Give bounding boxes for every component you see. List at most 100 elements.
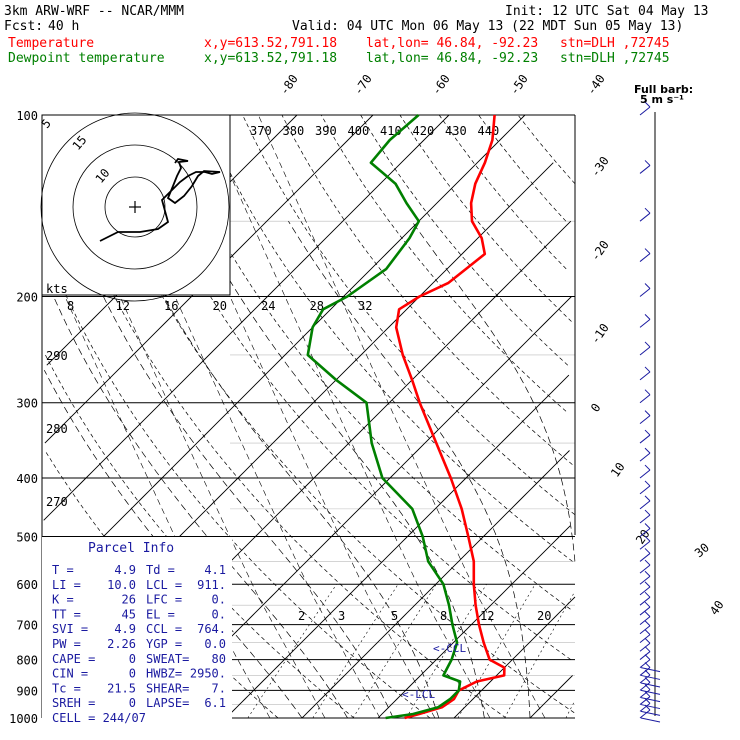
wind-barb-flag bbox=[644, 429, 651, 436]
theta-e-line bbox=[148, 114, 436, 719]
wind-barb bbox=[639, 288, 651, 297]
mixing-ratio-label: 12 bbox=[480, 609, 494, 623]
parcel-cell-text: 2.26 bbox=[107, 637, 136, 651]
parcel-cell-text: LFC = bbox=[146, 593, 182, 607]
dry-adiabat bbox=[44, 450, 279, 719]
wind-barb-flag bbox=[644, 523, 651, 529]
parcel-cell-text: PW = bbox=[52, 637, 81, 651]
dry-adiabat bbox=[163, 114, 571, 610]
parcel-cell-text: 0. bbox=[212, 593, 226, 607]
parcel-cell-text: 80 bbox=[212, 652, 226, 666]
legend-dewpoint-latlon: lat,lon= 46.84, -92.23 bbox=[366, 51, 539, 66]
wind-barb bbox=[640, 717, 661, 723]
wind-barb-flag bbox=[644, 314, 651, 320]
pressure-tick-label: 300 bbox=[16, 397, 38, 411]
forecast-hour: 40 h bbox=[48, 19, 80, 34]
forecast-label: Fcst: bbox=[4, 19, 44, 34]
legend-dewpoint-station: stn=DLH ,72745 bbox=[560, 51, 670, 66]
wind-barb bbox=[639, 469, 651, 479]
parcel-cell-text: 4.9 bbox=[114, 563, 136, 577]
wind-barb bbox=[639, 564, 651, 574]
wind-barb-flag bbox=[644, 101, 651, 108]
wind-barb-flag bbox=[644, 410, 651, 417]
dry-adiabat bbox=[320, 114, 567, 412]
parcel-cell-text: 45 bbox=[122, 607, 136, 621]
temperature-profile bbox=[394, 114, 506, 720]
pressure-tick-label: 600 bbox=[16, 578, 38, 592]
theta-label: 430 bbox=[445, 124, 467, 138]
dry-adiabat bbox=[478, 114, 567, 222]
isotherm bbox=[453, 596, 576, 719]
isotherm-label: -10 bbox=[588, 321, 612, 347]
wind-barb bbox=[639, 528, 651, 537]
theta-left-label: 270 bbox=[46, 495, 68, 509]
wind-barb bbox=[639, 709, 651, 719]
mixing-ratio-line bbox=[312, 584, 399, 719]
wind-barb-flag bbox=[644, 581, 651, 588]
parcel-info-table: T = 4.9 Td = 4.1 LI = 10.0 LCL = 911. K = 26 LFC =… bbox=[52, 563, 226, 710]
dry-adiabat bbox=[399, 114, 572, 322]
pressure-tick-label: 100 bbox=[16, 109, 38, 123]
parcel-cell-text: 0 bbox=[129, 667, 136, 681]
wind-barb-flag bbox=[644, 611, 651, 617]
parcel-cell-text: 4.1 bbox=[204, 563, 226, 577]
theta-e-line bbox=[93, 114, 381, 719]
parcel-cell-text: CAPE = bbox=[52, 652, 95, 666]
isotherm-label: -40 bbox=[584, 72, 608, 98]
isotherm-label: 20 bbox=[633, 527, 653, 547]
isotherm-label: 10 bbox=[608, 460, 628, 480]
wind-barb bbox=[639, 625, 651, 635]
wind-barb bbox=[640, 682, 661, 688]
parcel-cell-text: 2950. bbox=[190, 667, 226, 681]
wind-barb bbox=[639, 212, 651, 222]
thetae-label: 24 bbox=[261, 299, 275, 313]
init-time: Init: 12 UTC Sat 04 May 13 bbox=[505, 4, 709, 19]
dry-adiabat bbox=[84, 114, 575, 713]
mixing-ratio-line bbox=[247, 584, 337, 719]
thetae-label: 12 bbox=[116, 299, 130, 313]
isotherm-label: 40 bbox=[707, 598, 727, 618]
wind-barb-flag bbox=[644, 160, 651, 166]
dry-adiabat bbox=[47, 253, 431, 719]
wind-barb bbox=[639, 371, 651, 381]
wind-barb bbox=[639, 540, 651, 550]
parcel-cell-text: TT = bbox=[52, 607, 81, 621]
parcel-cell-text: 911. bbox=[197, 578, 226, 592]
pressure-tick-label: 500 bbox=[16, 530, 38, 544]
dry-adiabat bbox=[242, 114, 576, 515]
wind-barb bbox=[639, 696, 651, 705]
isotherm-label: 0 bbox=[588, 401, 604, 415]
parcel-cell-text: 10.0 bbox=[107, 578, 136, 592]
isotherm bbox=[44, 114, 374, 444]
legend-temperature-station: stn=DLH ,72745 bbox=[560, 36, 670, 51]
moist-adiabat bbox=[126, 221, 440, 719]
barb-legend-line1: Full barb: bbox=[634, 83, 693, 96]
wind-barb bbox=[639, 434, 651, 444]
mixing-ratio-label: 2 bbox=[298, 609, 305, 623]
mixing-ratio-label: 20 bbox=[537, 609, 551, 623]
wind-barb-flag bbox=[644, 366, 651, 373]
wind-barb bbox=[639, 165, 651, 174]
mixing-ratio-line bbox=[406, 584, 487, 719]
mixing-ratio-line bbox=[457, 584, 536, 719]
moist-adiabat bbox=[411, 220, 576, 562]
model-title: 3km ARW-WRF -- NCAR/MMM bbox=[4, 4, 185, 19]
hodograph-trace bbox=[99, 158, 221, 242]
pressure-tick-label: 1000 bbox=[9, 712, 38, 726]
parcel-cell-text: K = bbox=[52, 593, 74, 607]
parcel-cell-text: 0. bbox=[212, 607, 226, 621]
mixing-ratio-label: 5 bbox=[391, 609, 398, 623]
parcel-cell-text: 21.5 bbox=[107, 681, 136, 695]
wind-barb bbox=[639, 634, 651, 644]
mixing-ratio-label: 3 bbox=[338, 609, 345, 623]
parcel-cell-text: LI = bbox=[52, 578, 81, 592]
wind-barb bbox=[639, 452, 651, 462]
legend-temperature-name: Temperature bbox=[8, 36, 95, 51]
wind-barb-flag bbox=[644, 559, 651, 566]
parcel-cell-text: SHEAR= bbox=[146, 681, 189, 695]
dry-adiabat bbox=[124, 114, 572, 660]
wind-barb bbox=[640, 704, 661, 710]
wind-barb-flag bbox=[644, 570, 651, 577]
wind-barb-flag bbox=[644, 535, 651, 542]
parcel-cell-text: 764. bbox=[197, 622, 226, 636]
